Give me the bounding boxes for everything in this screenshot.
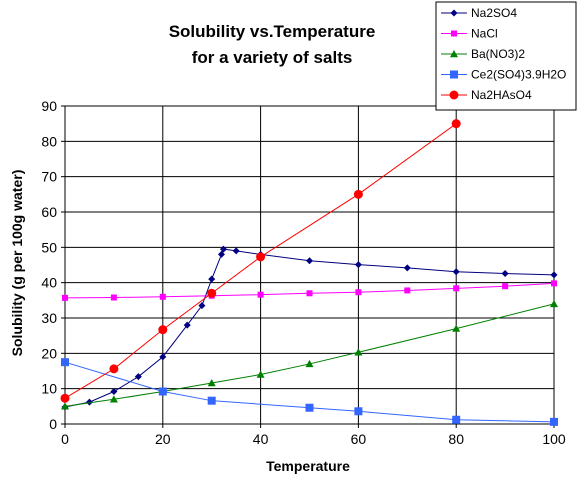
data-point-ce2-so4-3-9h2o-0 [61, 358, 69, 367]
data-point-ba-no3-2-1 [109, 395, 118, 403]
data-point-na2haso4-0 [60, 393, 70, 403]
legend-item-nacl: NaCl [441, 27, 498, 41]
data-point-na2so4-14 [403, 264, 411, 272]
legend-label: Na2HAsO4 [471, 88, 532, 102]
x-tick-label-40: 40 [253, 431, 269, 447]
x-tick-label-60: 60 [351, 431, 367, 447]
data-point-ba-no3-2-5 [305, 359, 314, 368]
data-point-nacl-1 [110, 294, 117, 301]
data-point-ce2-so4-3-9h2o-5 [452, 415, 461, 424]
data-point-na2so4-5 [183, 321, 191, 329]
y-tick-label-60: 60 [41, 204, 57, 220]
data-point-na2haso4-1 [109, 364, 119, 374]
data-point-na2so4-3 [134, 373, 142, 381]
series-ce2-so4-3-9h2o [61, 358, 558, 426]
x-tick-label-80: 80 [448, 431, 464, 447]
legend-swatch-marker [450, 70, 458, 79]
data-point-ce2-so4-3-9h2o-1 [158, 387, 167, 396]
data-point-na2so4-15 [452, 268, 460, 276]
series-layer [60, 119, 558, 426]
legend-box [435, 1, 577, 111]
y-tick-label-90: 90 [41, 98, 57, 114]
legend-item-na2so4: Na2SO4 [441, 6, 517, 20]
data-point-na2so4-16 [501, 269, 509, 277]
data-point-ce2-so4-3-9h2o-3 [305, 403, 314, 412]
data-point-na2haso4-6 [451, 119, 461, 129]
data-point-nacl-6 [355, 289, 362, 296]
data-point-na2so4-13 [354, 261, 362, 269]
data-point-ba-no3-2-3 [207, 379, 216, 387]
data-point-na2so4-7 [208, 275, 216, 283]
data-point-ce2-so4-3-9h2o-2 [207, 396, 216, 405]
legend-item-na2haso4: Na2HAsO4 [441, 88, 532, 102]
series-ba-no3-2 [61, 299, 558, 410]
x-axis-ticks: 0 20 40 60 80 100 [61, 424, 566, 447]
data-point-ba-no3-2-8 [550, 299, 558, 308]
legend-item-ba-no3-2: Ba(NO3)2 [441, 47, 525, 61]
data-point-ba-no3-2-4 [256, 370, 265, 378]
data-point-na2so4-10 [232, 247, 240, 255]
data-point-ce2-so4-3-9h2o-6 [550, 417, 558, 426]
y-tick-label-10: 10 [41, 381, 57, 397]
data-point-nacl-7 [404, 287, 411, 294]
data-point-na2so4-8 [217, 250, 225, 258]
plot-area-frame [64, 105, 555, 425]
data-point-ba-no3-2-0 [61, 402, 69, 410]
data-point-na2so4-2 [110, 387, 118, 395]
y-tick-label-0: 0 [49, 416, 57, 432]
data-point-ba-no3-2-7 [452, 324, 461, 332]
legend-swatch-marker [449, 90, 459, 100]
data-point-nacl-4 [257, 291, 264, 298]
chart-title-line-2: for a variety of salts [192, 48, 353, 67]
series-na2so4 [61, 245, 558, 411]
legend-swatch-marker [451, 30, 457, 37]
data-point-na2so4-17 [550, 271, 558, 279]
data-point-na2haso4-3 [207, 288, 217, 298]
chart-title-line-1: Solubility vs.Temperature [169, 22, 376, 41]
legend-label: Ce2(SO4)3.9H2O [471, 68, 566, 82]
data-point-nacl-8 [453, 285, 460, 292]
series-na2haso4 [60, 119, 461, 403]
data-point-na2so4-9 [219, 245, 227, 253]
legend-swatch-marker [450, 9, 458, 17]
data-point-nacl-5 [306, 290, 313, 297]
data-point-na2haso4-4 [256, 252, 266, 262]
y-tick-label-30: 30 [41, 310, 57, 326]
data-point-na2so4-12 [306, 257, 313, 265]
legend-swatch-marker [450, 50, 458, 58]
y-tick-label-20: 20 [41, 345, 57, 361]
y-tick-label-70: 70 [41, 169, 57, 185]
data-point-na2haso4-2 [158, 325, 168, 335]
data-point-na2so4-1 [85, 398, 93, 406]
data-point-nacl-10 [551, 280, 557, 287]
data-point-na2haso4-5 [353, 189, 363, 199]
legend: Na2SO4 NaCl Ba(NO3)2 Ce2(SO4)3.9H2O Na2HAsO4 [435, 1, 577, 111]
data-point-nacl-0 [62, 294, 68, 301]
data-point-na2so4-4 [159, 353, 167, 361]
y-axis-title: Solubility (g per 100g water) [9, 170, 25, 357]
series-line-na2so4 [64, 248, 555, 408]
legend-label: NaCl [471, 27, 498, 41]
x-tick-label-0: 0 [61, 431, 69, 447]
legend-label: Na2SO4 [471, 6, 517, 20]
data-point-ba-no3-2-6 [354, 348, 363, 356]
x-tick-label-100: 100 [542, 431, 566, 447]
x-axis-title: Temperature [266, 458, 350, 474]
y-tick-label-80: 80 [41, 133, 57, 149]
data-point-nacl-9 [502, 283, 509, 290]
data-point-nacl-2 [159, 293, 166, 300]
data-point-na2so4-6 [198, 302, 206, 310]
y-tick-label-40: 40 [41, 275, 57, 291]
x-tick-label-20: 20 [155, 431, 171, 447]
legend-item-ce2-so4-3-9h2o: Ce2(SO4)3.9H2O [441, 68, 566, 82]
y-axis-ticks: 0 10 20 30 40 50 60 70 80 90 [41, 98, 65, 432]
legend-label: Ba(NO3)2 [471, 47, 525, 61]
y-tick-label-50: 50 [41, 239, 57, 255]
data-point-ce2-so4-3-9h2o-4 [354, 407, 363, 416]
